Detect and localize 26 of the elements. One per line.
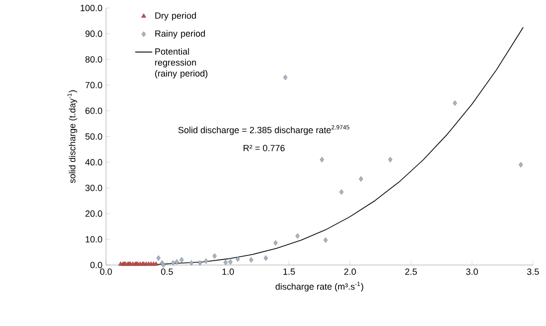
y-tick-label: 50.0 xyxy=(85,133,102,140)
x-tick-label: 3.5 xyxy=(527,268,539,275)
y-tick-label: 30.0 xyxy=(85,184,102,192)
legend-label: Potential regression (rainy period) xyxy=(155,48,208,78)
y-tick-label: 100.0 xyxy=(80,4,102,12)
annotation: Solid discharge = 2.385 discharge rate$^{2.9745}$ xyxy=(178,125,350,135)
y-tick-label: 60.0 xyxy=(85,108,102,114)
y-axis-title: solid discharge (t.day$^{-1}$) xyxy=(67,90,78,184)
y-tick-label: 80.0 xyxy=(85,56,102,63)
legend-label: Rainy period xyxy=(155,30,205,38)
x-axis-title: discharge rate (m³.s$^{-1}$) xyxy=(276,282,364,292)
x-tick-label: 1.0 xyxy=(222,268,234,275)
y-tick-label: 90.0 xyxy=(85,30,102,37)
y-tick-label: 10.0 xyxy=(86,236,102,242)
x-tick-label: 3.0 xyxy=(466,268,478,275)
x-tick-label: 0.0 xyxy=(100,268,112,275)
y-tick-label: 0.0 xyxy=(90,262,102,268)
x-tick-label: 0.5 xyxy=(161,268,173,275)
y-tick-label: 20.0 xyxy=(85,210,102,217)
x-tick-label: 1.5 xyxy=(283,268,295,275)
x-tick-label: 2.5 xyxy=(405,268,417,275)
legend-label: Dry period xyxy=(155,12,196,21)
annotation: R² = 0.776 xyxy=(244,144,285,152)
y-tick-label: 40.0 xyxy=(85,159,102,166)
x-tick-label: 2.0 xyxy=(344,268,356,275)
y-tick-label: 70.0 xyxy=(85,82,102,88)
